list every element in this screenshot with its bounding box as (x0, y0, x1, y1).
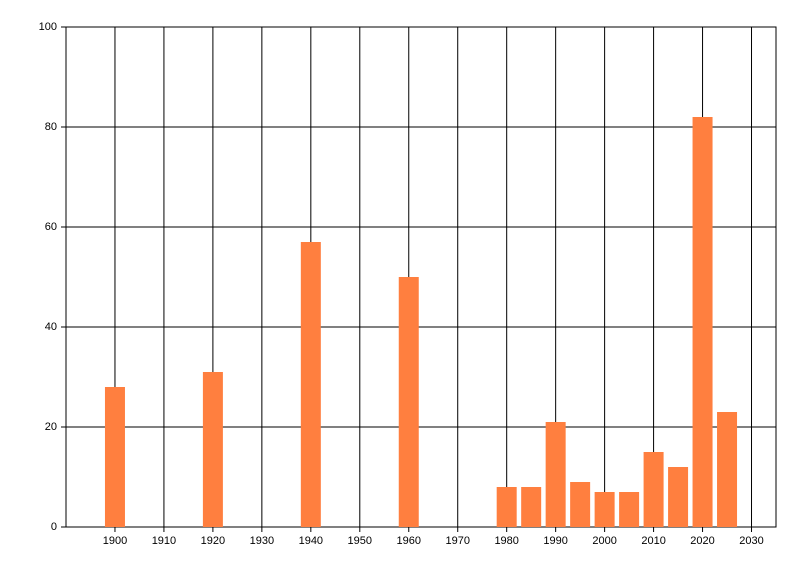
y-tick-label: 60 (45, 221, 57, 233)
x-tick-label: 2010 (641, 535, 665, 547)
x-tick-label: 2000 (592, 535, 616, 547)
bar (643, 452, 664, 527)
x-tick-label: 1910 (152, 535, 176, 547)
bar (668, 467, 689, 527)
x-tick-label: 2020 (690, 535, 714, 547)
x-tick-label: 1960 (397, 535, 421, 547)
bar (521, 487, 542, 527)
y-tick-label: 40 (45, 321, 57, 333)
bar (619, 492, 640, 527)
y-tick-label: 20 (45, 421, 57, 433)
x-tick-label: 1920 (201, 535, 225, 547)
y-tick-label: 0 (51, 521, 57, 533)
bar (398, 277, 419, 527)
bar (496, 487, 517, 527)
x-tick-label: 1970 (445, 535, 469, 547)
y-tick-label: 80 (45, 121, 57, 133)
bar (104, 387, 125, 527)
x-tick-label: 1950 (348, 535, 372, 547)
x-tick-label: 1930 (250, 535, 274, 547)
bar (545, 422, 566, 527)
x-tick-label: 1990 (543, 535, 567, 547)
bar (594, 492, 615, 527)
y-tick-label: 100 (39, 21, 57, 33)
plot-border (65, 26, 777, 528)
bar (570, 482, 591, 527)
bar (692, 117, 713, 527)
x-tick-label: 1900 (103, 535, 127, 547)
x-tick-label: 1980 (494, 535, 518, 547)
bar (717, 412, 738, 527)
bar (300, 242, 321, 527)
bar (202, 372, 223, 527)
x-tick-label: 2030 (739, 535, 763, 547)
x-tick-label: 1940 (299, 535, 323, 547)
